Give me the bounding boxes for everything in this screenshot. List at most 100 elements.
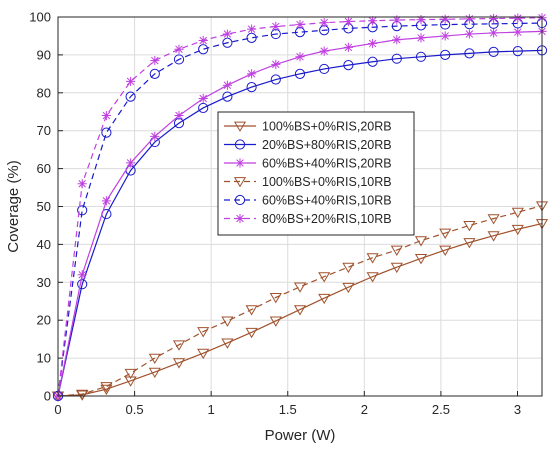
asterisk-marker (235, 158, 245, 168)
y-tick-label: 50 (37, 199, 51, 214)
asterisk-marker (392, 15, 402, 25)
triangle-down-marker (487, 214, 500, 225)
circle-marker (464, 48, 475, 59)
series-line (57, 222, 543, 397)
asterisk-marker (440, 31, 450, 41)
circle-marker (246, 82, 257, 93)
triangle-down-marker (293, 282, 307, 293)
triangle-down-marker (390, 245, 403, 257)
y-tick-label: 70 (37, 123, 51, 138)
y-tick-label: 30 (37, 275, 51, 290)
asterisk-marker (150, 131, 160, 141)
legend-label: 100%BS+0%RIS,10RB (262, 175, 392, 189)
asterisk-marker (174, 44, 184, 54)
asterisk-marker (198, 35, 208, 46)
circle-marker (198, 102, 209, 114)
legend-label: 100%BS+0%RIS,20RB (262, 120, 392, 134)
triangle-down-marker (76, 389, 89, 401)
asterisk-marker (416, 15, 426, 25)
triangle-down-marker (245, 305, 258, 316)
series-line (57, 22, 543, 397)
circle-marker (234, 139, 246, 150)
asterisk-marker (235, 213, 245, 224)
triangle-down-marker (366, 253, 379, 264)
y-tick-label: 90 (37, 47, 51, 62)
triangle-down-marker (463, 238, 476, 249)
triangle-down-marker (342, 262, 355, 274)
x-tick-label: 3 (514, 402, 521, 417)
legend-item: 100%BS+0%RIS,10RB (224, 175, 392, 189)
triangle-down-marker (293, 305, 307, 316)
x-tick-label: 2.5 (432, 402, 450, 417)
circle-marker (343, 60, 354, 71)
circle-marker (101, 127, 112, 138)
circle-marker (319, 63, 330, 75)
y-tick-label: 20 (37, 313, 51, 328)
circle-marker (173, 54, 185, 65)
triangle-down-marker (233, 177, 247, 188)
circle-marker (222, 91, 233, 102)
triangle-down-marker (318, 272, 331, 283)
asterisk-marker (247, 69, 257, 79)
x-tick-label: 1 (208, 402, 215, 417)
y-tick-label: 40 (37, 237, 51, 252)
series-1 (51, 219, 549, 402)
triangle-down-marker (221, 316, 234, 327)
triangle-down-marker (439, 245, 452, 257)
x-axis-label: Power (W) (265, 427, 336, 444)
legend-box (217, 111, 415, 236)
y-tick-label: 100 (29, 10, 51, 25)
asterisk-marker (126, 76, 136, 87)
triangle-down-marker (511, 224, 524, 236)
asterisk-marker (222, 80, 232, 90)
circle-marker (77, 279, 88, 290)
triangle-down-marker (124, 368, 137, 380)
triangle-down-marker (100, 384, 113, 396)
circle-marker (294, 68, 306, 79)
asterisk-marker (295, 52, 305, 62)
triangle-down-marker (148, 353, 161, 365)
legend: 100%BS+0%RIS,20RB 20%BS+80%RIS,20RB 60%BS+… (217, 111, 415, 236)
asterisk-marker (101, 110, 111, 121)
circle-marker (488, 46, 499, 57)
triangle-down-marker (487, 231, 500, 242)
circle-marker (234, 194, 246, 206)
y-tick-label: 0 (44, 389, 51, 404)
circle-marker (125, 91, 136, 102)
triangle-down-marker (221, 338, 234, 349)
legend-item: 100%BS+0%RIS,20RB (224, 120, 392, 134)
asterisk-marker (319, 46, 329, 56)
legend-item: 60%BS+40%RIS,10RB (224, 194, 392, 208)
circle-marker (415, 51, 427, 62)
legend-label: 20%BS+80%RIS,20RB (262, 138, 392, 152)
triangle-down-marker (318, 293, 331, 305)
circle-marker (512, 46, 523, 57)
asterisk-marker (222, 29, 232, 39)
triangle-down-marker (342, 282, 355, 294)
asterisk-marker (101, 196, 111, 206)
x-tick-label: 1.5 (279, 402, 297, 417)
x-tick-label: 2 (361, 402, 368, 417)
triangle-down-marker (414, 254, 428, 265)
asterisk-marker (464, 14, 474, 24)
triangle-down-marker (197, 348, 210, 360)
asterisk-marker (150, 55, 160, 66)
circle-marker (367, 56, 378, 67)
series-line (57, 49, 543, 397)
triangle-down-marker (366, 272, 379, 283)
asterisk-marker (271, 21, 281, 32)
triangle-down-marker (390, 262, 403, 274)
triangle-down-marker (511, 207, 524, 219)
asterisk-marker (368, 38, 378, 49)
triangle-down-marker (463, 221, 476, 232)
asterisk-marker (513, 13, 523, 23)
asterisk-marker (295, 19, 305, 30)
circle-marker (77, 205, 88, 216)
asterisk-marker (271, 59, 281, 69)
asterisk-marker (343, 16, 353, 27)
x-tick-label: 0.5 (126, 402, 144, 417)
y-tick-label: 60 (37, 161, 51, 176)
triangle-down-marker (439, 228, 452, 239)
